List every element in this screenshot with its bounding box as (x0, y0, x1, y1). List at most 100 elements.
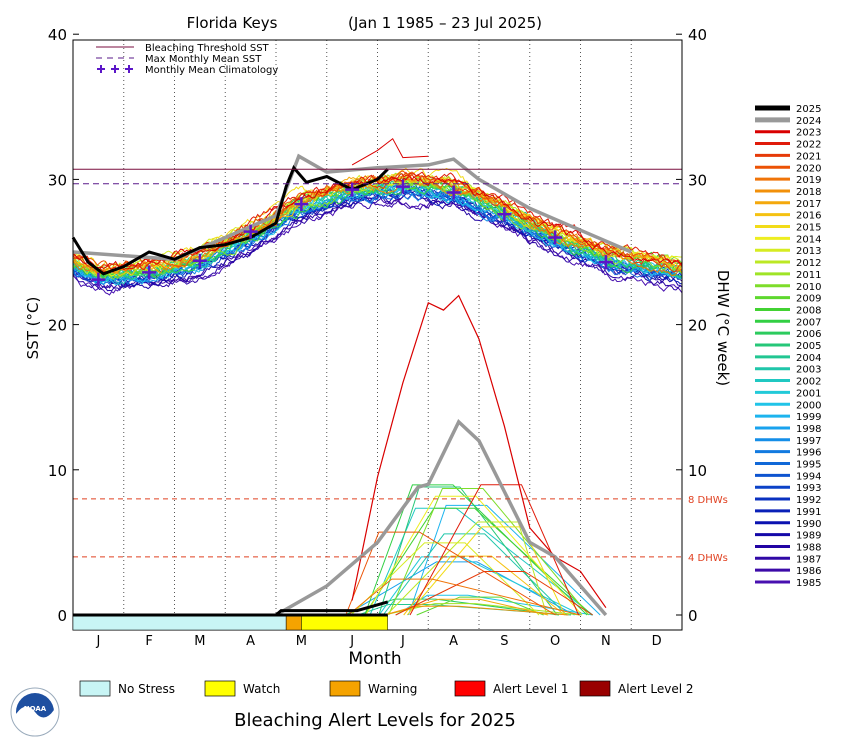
year-label-1993: 1993 (796, 483, 821, 494)
footer-title: Bleaching Alert Levels for 2025 (234, 710, 516, 731)
dhw-line-2015 (406, 526, 566, 616)
month-label: A (449, 634, 458, 649)
sst-line-2014 (72, 176, 683, 277)
year-label-1986: 1986 (796, 566, 821, 577)
month-label: S (500, 634, 508, 649)
month-label: D (652, 634, 662, 649)
y-label-right: DHW (°C week) (714, 270, 732, 386)
year-label-2024: 2024 (796, 116, 821, 127)
month-label: N (601, 634, 611, 649)
y-axis-left: 0 10 20 30 40 (48, 26, 79, 625)
y-tick-label-right: 30 (688, 171, 707, 189)
climatology-mark (345, 182, 360, 197)
dhw-line-2025 (275, 600, 389, 617)
climatology-mark (142, 265, 157, 280)
year-legend: 2025202420232022202120202019201820172016… (755, 104, 821, 589)
year-label-2025: 2025 (796, 104, 821, 115)
year-label-2004: 2004 (796, 353, 821, 364)
alert-legend-swatch (454, 680, 486, 697)
dhw-line-2012 (386, 521, 548, 616)
year-label-2008: 2008 (796, 305, 821, 316)
alert-bar (72, 613, 388, 631)
climatology-mark (548, 230, 563, 245)
year-label-2001: 2001 (796, 388, 821, 399)
year-label-1990: 1990 (796, 519, 821, 530)
year-label-2018: 2018 (796, 187, 821, 198)
dhw-line-2008 (363, 507, 593, 616)
year-label-2000: 2000 (796, 400, 821, 411)
x-label: Month (348, 649, 401, 669)
sst-line-2007 (72, 184, 683, 280)
dhw-line-2003 (382, 533, 567, 616)
sst-line-2024 (72, 153, 632, 262)
year-label-1995: 1995 (796, 460, 821, 471)
alert-bar-segment (301, 614, 388, 631)
month-label: F (145, 634, 152, 649)
noaa-logo: NOAA (10, 687, 60, 737)
year-label-2012: 2012 (796, 258, 821, 269)
alert-legend-label: Alert Level 1 (493, 682, 569, 696)
month-label: M (194, 634, 205, 649)
y-label-left: SST (°C) (24, 297, 42, 360)
year-label-2016: 2016 (796, 211, 821, 222)
year-label-2017: 2017 (796, 199, 821, 210)
legend-swatch-plus (111, 65, 119, 73)
year-label-2014: 2014 (796, 234, 821, 245)
dhw-line-2024 (275, 419, 608, 617)
year-label-2015: 2015 (796, 223, 821, 234)
alert-legend-label: Alert Level 2 (618, 682, 694, 696)
year-label-2003: 2003 (796, 365, 821, 376)
y-tick-label-right: 20 (688, 317, 707, 335)
sst-line-2021 (72, 171, 683, 275)
legend-label: Max Monthly Mean SST (145, 54, 262, 65)
year-label-1987: 1987 (796, 554, 821, 565)
y-tick-label-left: 0 (57, 607, 67, 625)
month-label: O (550, 634, 560, 649)
chart-date-range: (Jan 1 1985 – 23 Jul 2025) (348, 14, 542, 32)
y-tick-label-left: 40 (48, 26, 67, 44)
dhw-line-2011 (384, 603, 581, 616)
alert-legend-label: Watch (243, 682, 280, 696)
month-label: J (95, 634, 100, 649)
dhw-line-2019 (347, 578, 581, 616)
dhw-line-2013 (350, 542, 540, 616)
legend-label: Bleaching Threshold SST (145, 43, 270, 54)
month-label: J (400, 634, 405, 649)
year-label-2013: 2013 (796, 246, 821, 257)
year-label-1998: 1998 (796, 424, 821, 435)
month-label: J (349, 634, 354, 649)
year-label-2021: 2021 (796, 151, 821, 162)
y-tick-label-right: 0 (688, 607, 698, 625)
year-label-1992: 1992 (796, 495, 821, 506)
reference-lines: 8 DHWs 4 DHWs (73, 168, 728, 564)
year-label-1994: 1994 (796, 471, 821, 482)
y-tick-label-left: 20 (48, 317, 67, 335)
y-axis-right: 0 10 20 30 40 (676, 26, 707, 625)
sst-line-2022 (72, 171, 683, 271)
series-background (72, 167, 683, 616)
year-label-1996: 1996 (796, 448, 821, 459)
month-label: A (246, 634, 255, 649)
climatology-mark (294, 197, 309, 212)
legend-label: Monthly Mean Climatology (145, 65, 278, 76)
year-label-2020: 2020 (796, 163, 821, 174)
alert-legend-swatch (79, 680, 111, 697)
year-label-1989: 1989 (796, 531, 821, 542)
y-tick-label-left: 30 (48, 171, 67, 189)
alert-legend-swatch (329, 680, 361, 697)
year-label-2006: 2006 (796, 329, 821, 340)
climatology-mark (91, 272, 106, 287)
alert-legend-label: Warning (368, 682, 417, 696)
alert-bar-segment (72, 614, 287, 631)
year-label-2009: 2009 (796, 294, 821, 305)
alert-legend-label: No Stress (118, 682, 175, 696)
year-label-2011: 2011 (796, 270, 821, 281)
climatology-mark (497, 207, 512, 222)
dhw-line-2021 (395, 571, 593, 616)
year-label-2023: 2023 (796, 128, 821, 139)
alert-legend-swatch (204, 680, 236, 697)
dhw-line-2018 (383, 605, 569, 616)
year-label-2019: 2019 (796, 175, 821, 186)
sst-line-2023 (72, 176, 683, 270)
